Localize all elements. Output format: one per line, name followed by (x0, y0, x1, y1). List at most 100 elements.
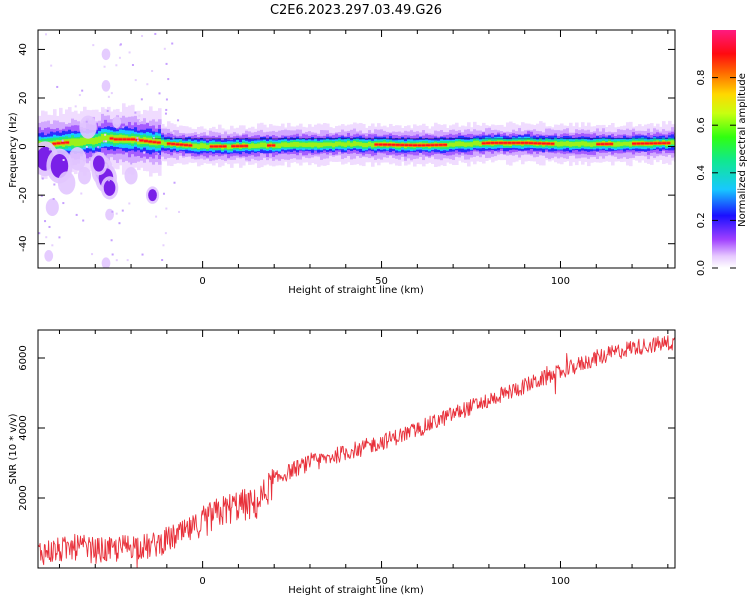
heatmap-cell (452, 142, 456, 147)
heatmap-cell (152, 141, 157, 143)
heatmap-cell (587, 142, 591, 147)
heatmap-cell (167, 78, 170, 81)
heatmap-cell (656, 140, 660, 146)
colorbar-tick-label: 0.8 (696, 70, 707, 86)
heatmap-cell (305, 142, 309, 147)
heatmap-cell (507, 142, 512, 144)
heatmap-cell (657, 142, 662, 145)
heatmap-cell (257, 143, 261, 148)
x-tick-label: 0 (199, 276, 205, 287)
y-tick-label: 40 (18, 43, 29, 56)
heatmap-cell (188, 144, 193, 147)
heatmap-cell (464, 142, 468, 147)
heatmap-cell (162, 192, 165, 195)
heatmap-cell (455, 141, 459, 147)
snr-panel: 0 50 100 2000 4000 6000 Height of straight li… (8, 329, 676, 596)
spectrogram-ylabel: Frequency (Hz) (8, 112, 19, 188)
heatmap-cell (101, 257, 111, 268)
heatmap-cell (417, 144, 422, 147)
heatmap-cell (617, 141, 621, 147)
colorbar-tick-label: 0.4 (696, 165, 707, 181)
spectrogram-xlabel: Height of straight line (km) (288, 285, 424, 296)
heatmap-cell (68, 147, 87, 171)
heatmap-cell (338, 141, 342, 146)
spectrogram-panel: 0 50 100 -40 -20 0 20 40 Height of straight lin… (8, 29, 676, 296)
heatmap-cell (45, 236, 48, 239)
heatmap-cell (78, 94, 81, 97)
heatmap-cell (584, 141, 588, 147)
heatmap-cell (323, 142, 327, 147)
heatmap-cell (267, 144, 272, 147)
heatmap-cell (666, 142, 671, 144)
heatmap-cell (231, 145, 236, 148)
heatmap-cell (105, 208, 114, 221)
heatmap-cell (115, 259, 118, 262)
heatmap-cell (126, 138, 131, 141)
heatmap-cell (172, 137, 175, 140)
heatmap-cell (53, 183, 56, 186)
heatmap-cell (82, 219, 85, 222)
heatmap-cell (408, 144, 413, 147)
heatmap-cell (511, 142, 516, 144)
heatmap-cell (227, 144, 231, 150)
heatmap-cell (62, 202, 65, 205)
heatmap-cell (271, 144, 276, 147)
heatmap-cell (171, 143, 176, 145)
heatmap-cell (191, 143, 195, 149)
heatmap-cell (320, 142, 324, 148)
heatmap-cell (80, 137, 84, 146)
heatmap-cell (449, 142, 453, 147)
heatmap-cell (52, 197, 55, 200)
heatmap-cell (146, 83, 149, 86)
heatmap-cell (516, 142, 521, 144)
y-tick-label: 2000 (18, 485, 29, 510)
heatmap-cell (105, 140, 108, 143)
heatmap-cell (203, 143, 207, 149)
heatmap-cell (98, 136, 102, 144)
heatmap-cell (65, 141, 70, 144)
heatmap-cell (118, 222, 121, 225)
heatmap-cell (106, 109, 109, 112)
heatmap-cell (140, 98, 143, 101)
heatmap-cell (79, 115, 97, 139)
y-tick-label: 6000 (18, 345, 29, 370)
heatmap-cell (498, 142, 503, 144)
heatmap-cell (139, 139, 144, 142)
heatmap-cell (281, 142, 285, 147)
x-tick-label: 0 (199, 576, 205, 587)
heatmap-cell (329, 142, 333, 147)
heatmap-cell (139, 119, 142, 122)
heatmap-cell (368, 141, 372, 147)
heatmap-cell (56, 142, 61, 145)
heatmap-cell (200, 143, 204, 149)
heatmap-cell (48, 148, 51, 151)
heatmap-cell (476, 140, 480, 146)
figure-title: C2E6.2023.297.03.49.G26 (270, 3, 442, 18)
heatmap-cell (446, 143, 450, 148)
heatmap-cell (293, 141, 297, 147)
heatmap-cell (335, 141, 339, 147)
heatmap-cell (467, 142, 471, 147)
heatmap-cell (374, 143, 379, 146)
heatmap-cell (593, 142, 597, 147)
heatmap-cell (430, 144, 435, 146)
heatmap-cell (481, 142, 486, 145)
heatmap-cell (109, 137, 114, 140)
heatmap-cell (124, 166, 138, 185)
heatmap-cell (75, 213, 78, 216)
heatmap-cell (81, 89, 84, 92)
x-tick-label: 50 (375, 276, 388, 287)
heatmap-cell (77, 166, 92, 185)
colorbar-tick-label: 0.0 (696, 260, 707, 276)
heatmap-cell (503, 142, 508, 144)
heatmap-cell (56, 85, 59, 88)
heatmap-cell (572, 142, 576, 147)
snr-ylabel: SNR (10 * v/v) (8, 413, 19, 484)
heatmap-cell (244, 145, 249, 147)
heatmap-cell (52, 142, 57, 145)
heatmap-cell (533, 142, 538, 145)
heatmap-cell (115, 64, 118, 67)
heatmap-cell (128, 202, 131, 205)
heatmap-cell (197, 144, 201, 150)
